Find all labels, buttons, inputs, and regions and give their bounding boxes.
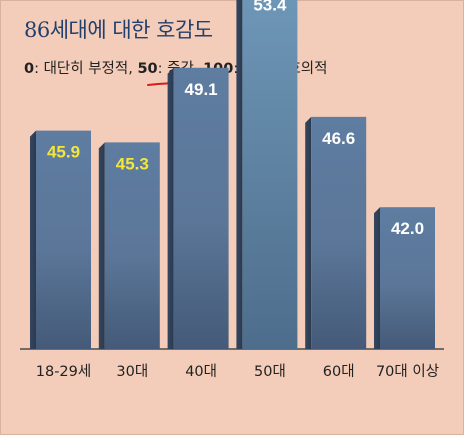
bar-front-5: [311, 116, 367, 350]
scale-mid-value: 50: [137, 61, 158, 77]
bar-value-label-3: 49.1: [185, 80, 218, 99]
bar-side-2: [98, 142, 105, 349]
bars-group: 45.9 45.3 49.1 53.4 46.6 42.0: [30, 0, 435, 350]
bar-6: 42.0: [374, 207, 435, 349]
bar-3: 49.1: [167, 67, 229, 350]
bar-side-3: [167, 67, 174, 350]
bar-value-label-5: 46.6: [322, 129, 355, 148]
scale-min-value: 0: [24, 61, 35, 77]
bar-front-6: [380, 207, 435, 349]
bar-1: 45.9: [30, 130, 91, 349]
x-tick-label-6: 70대 이상: [376, 363, 439, 380]
bar-front-2: [104, 142, 160, 349]
bar-2: 45.3: [98, 142, 160, 349]
bar-value-label-4: 53.4: [253, 0, 287, 14]
bar-side-5: [305, 116, 312, 350]
bar-front-4: [242, 0, 298, 350]
x-tick-label-2: 30대: [116, 363, 148, 380]
bar-value-label-2: 45.3: [116, 154, 149, 173]
bar-front-1: [36, 130, 91, 349]
chart-title: 86세대에 대한 호감도: [24, 18, 213, 42]
bar-side-6: [374, 207, 380, 349]
x-tick-label-3: 40대: [185, 363, 217, 380]
x-tick-label-1: 18-29세: [36, 363, 91, 380]
bar-5: 46.6: [305, 116, 367, 350]
x-axis-labels: 18-29세 30대 40대 50대 60대 70대 이상: [36, 363, 439, 380]
bar-side-1: [30, 130, 36, 349]
bar-front-3: [173, 67, 229, 350]
bar-value-label-1: 45.9: [47, 143, 80, 162]
x-tick-label-4: 50대: [254, 363, 286, 380]
scale-min-text: : 대단히 부정적,: [34, 61, 138, 77]
bar-value-label-6: 42.0: [391, 219, 424, 238]
x-tick-label-5: 60대: [323, 363, 355, 380]
bar-side-4: [236, 0, 243, 349]
bar-4: 53.4: [236, 0, 298, 350]
